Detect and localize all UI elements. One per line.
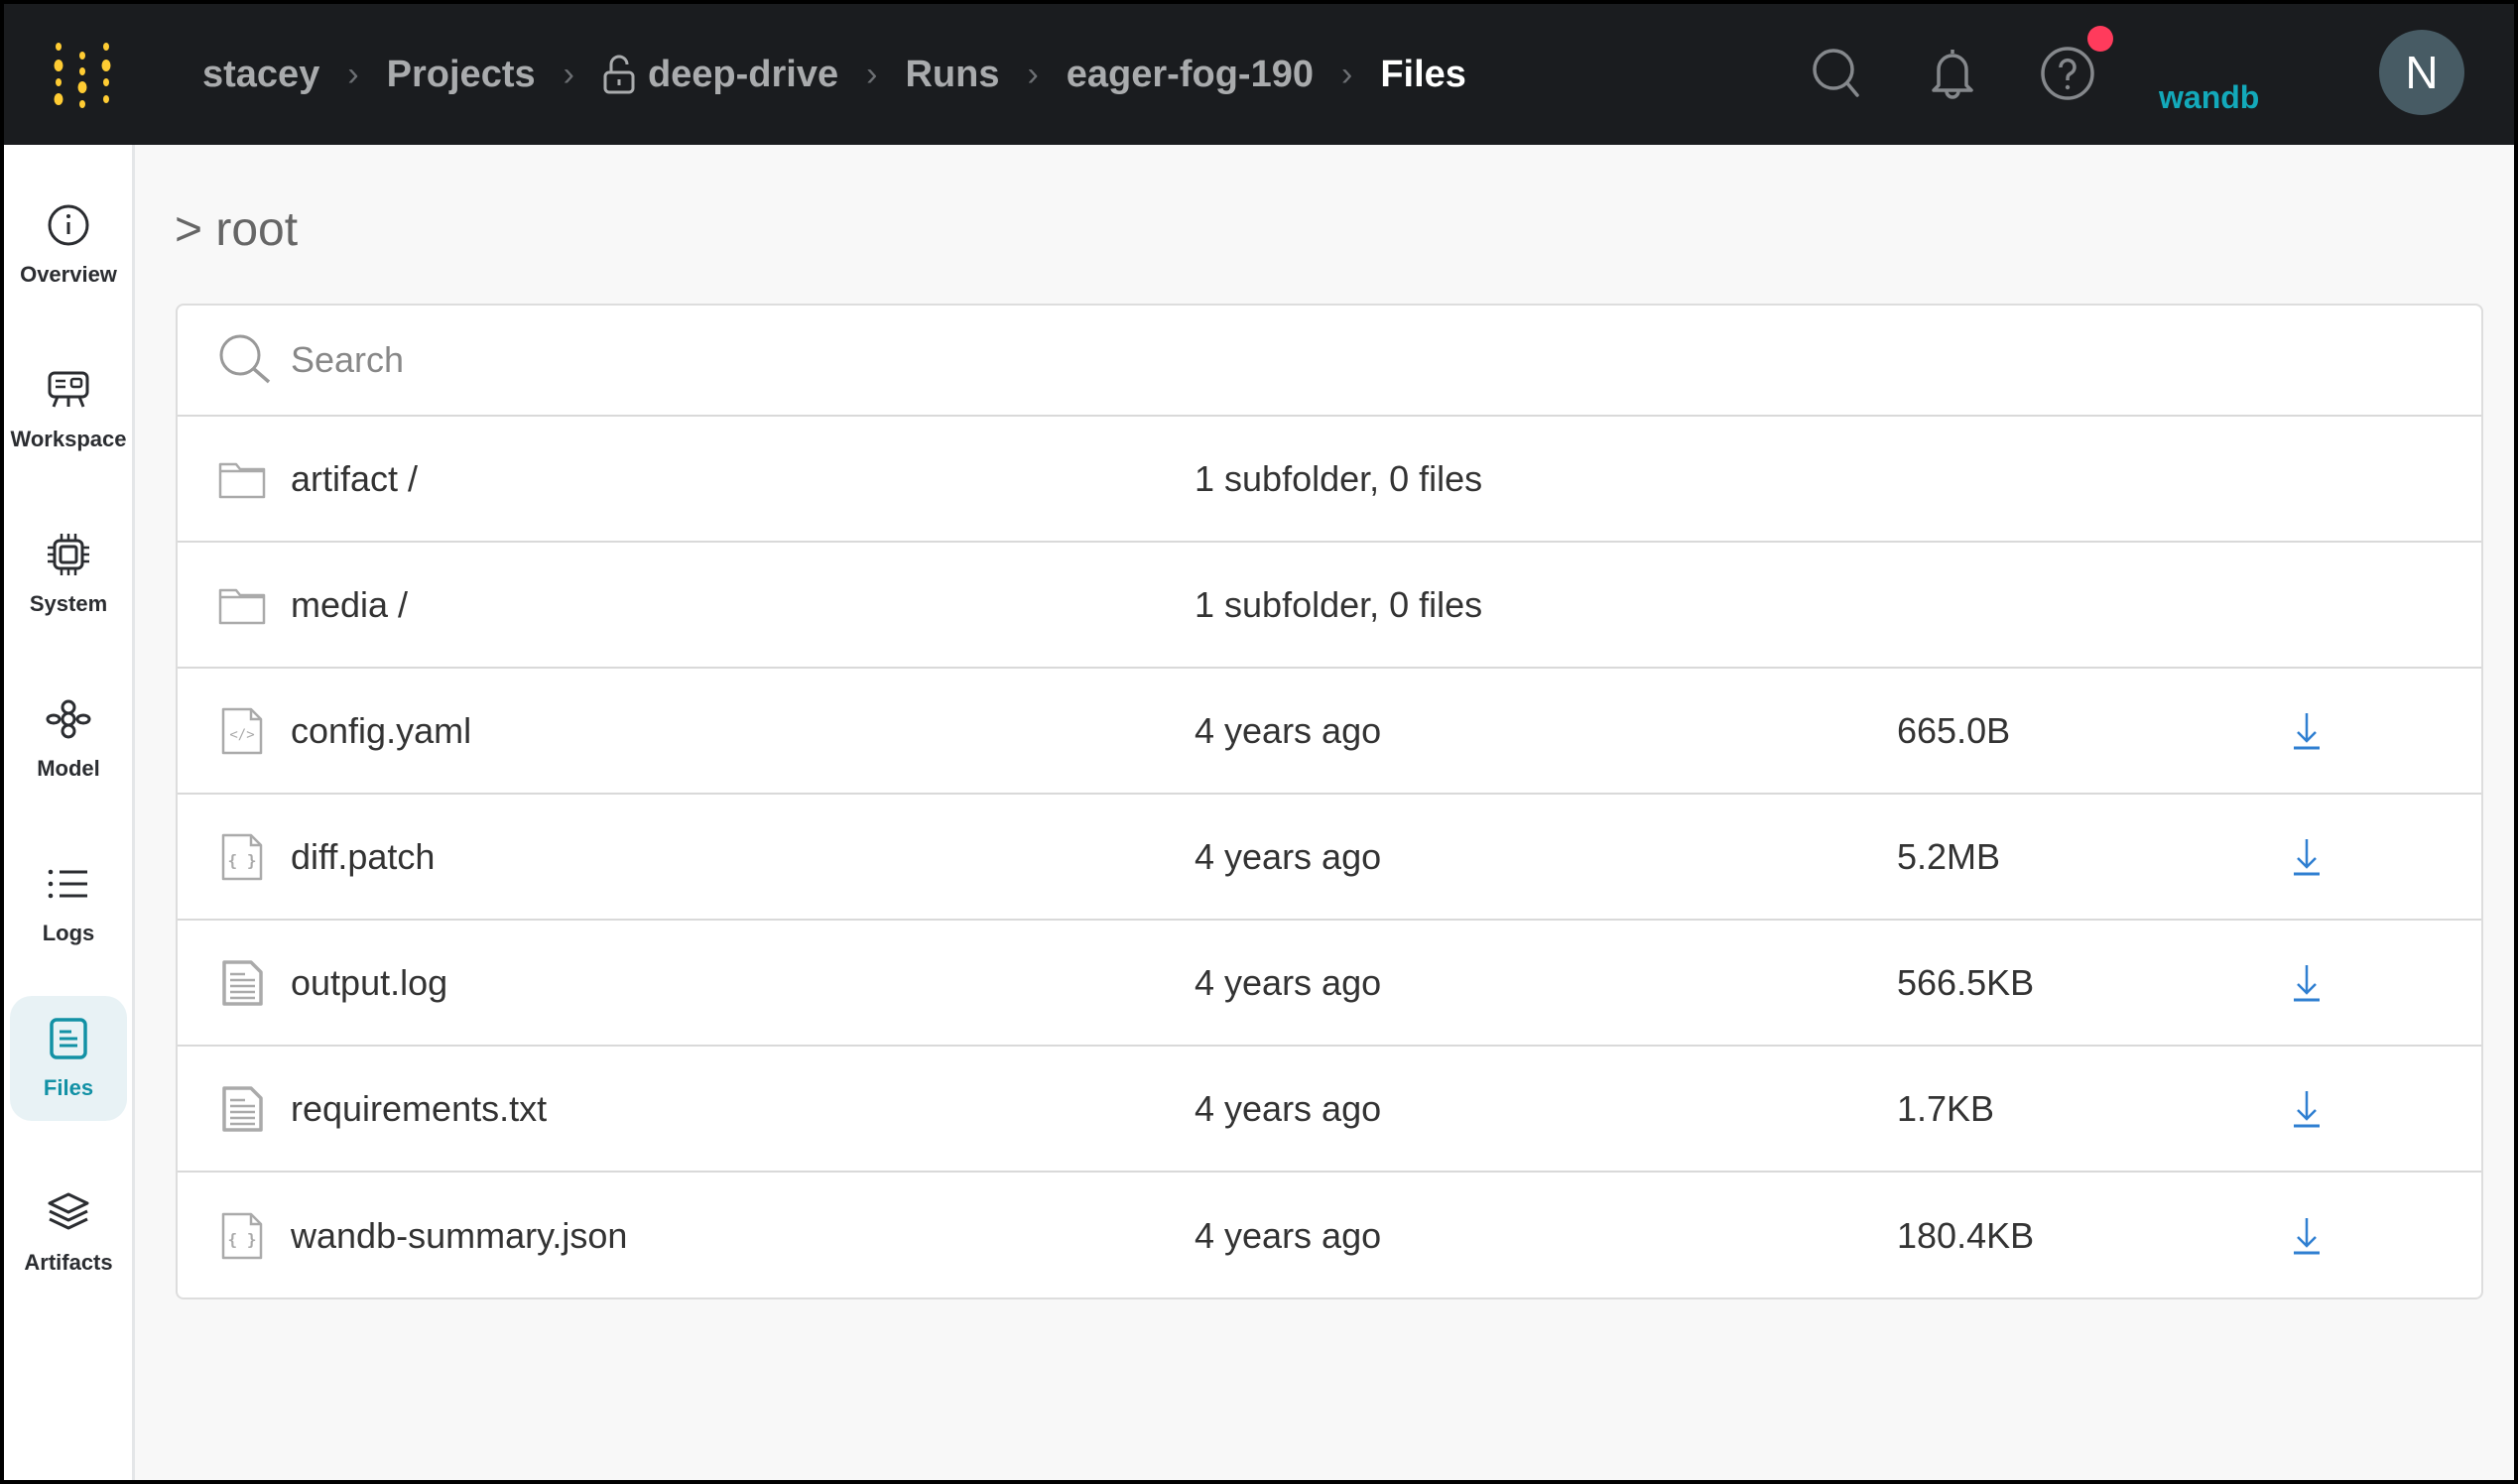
file-info: 1 subfolder, 0 files [1195, 583, 1483, 625]
search-icon[interactable] [1808, 44, 1867, 103]
search-row [178, 306, 2481, 417]
text-file-icon [222, 959, 263, 1006]
file-row[interactable]: { } diff.patch 4 years ago 5.2MB [178, 795, 2481, 921]
download-icon[interactable] [2289, 963, 2325, 1003]
workspace-icon [48, 371, 89, 408]
bell-icon[interactable] [1923, 44, 1982, 103]
file-info: 4 years ago [1195, 1214, 1382, 1256]
unlock-icon [603, 55, 635, 94]
folder-row[interactable]: media / 1 subfolder, 0 files [178, 543, 2481, 669]
file-name[interactable]: media / [291, 583, 409, 625]
sidebar-item-label: Files [43, 1075, 94, 1100]
app-window: stacey › Projects › deep-drive › Runs › … [4, 4, 2514, 1480]
code-file-icon: </> [221, 707, 263, 754]
sidebar-item-label: Logs [42, 921, 95, 945]
sidebar-item-label: System [29, 591, 108, 616]
download-icon[interactable] [2289, 1216, 2325, 1256]
file-name[interactable]: wandb-summary.json [291, 1214, 628, 1256]
avatar[interactable]: N [2379, 30, 2464, 115]
file-table: artifact / 1 subfolder, 0 files media / … [176, 304, 2483, 1299]
folder-icon [218, 462, 266, 498]
file-size: 5.2MB [1897, 835, 2001, 877]
file-info: 1 subfolder, 0 files [1195, 457, 1483, 499]
folder-row[interactable]: artifact / 1 subfolder, 0 files [178, 417, 2481, 543]
breadcrumb-project[interactable]: deep-drive [647, 53, 839, 95]
file-row[interactable]: output.log 4 years ago 566.5KB [178, 921, 2481, 1047]
sidebar-item-label: Workspace [10, 427, 127, 451]
breadcrumb-run[interactable]: eager-fog-190 [1066, 53, 1314, 95]
entity-label[interactable]: wandb [2159, 79, 2260, 115]
file-name[interactable]: output.log [291, 961, 448, 1003]
sidebar-item-label: Model [37, 756, 100, 781]
model-graph-icon [46, 699, 91, 739]
json-file-icon: { } [221, 1212, 263, 1259]
download-icon[interactable] [2289, 1089, 2325, 1129]
help-icon[interactable] [2038, 44, 2097, 103]
file-size: 665.0B [1897, 709, 2011, 751]
svg-text:{ }: { } [228, 1230, 257, 1249]
chip-icon [48, 534, 89, 575]
notification-dot [2087, 26, 2113, 52]
sidebar-item-overview[interactable]: Overview [10, 183, 127, 308]
file-size: 1.7KB [1897, 1087, 1995, 1129]
file-name[interactable]: diff.patch [291, 835, 436, 877]
file-info: 4 years ago [1195, 709, 1382, 751]
breadcrumb-runs[interactable]: Runs [905, 53, 1000, 95]
file-info: 4 years ago [1195, 1087, 1382, 1129]
file-name[interactable]: requirements.txt [291, 1087, 548, 1129]
sidebar-item-label: Artifacts [24, 1250, 113, 1275]
search-icon [219, 334, 271, 384]
text-file-icon [222, 1085, 263, 1132]
sidebar-item-logs[interactable]: Logs [10, 841, 127, 966]
svg-text:{ }: { } [228, 851, 257, 870]
chevron-right-icon: › [347, 55, 359, 93]
folder-icon [218, 588, 266, 624]
file-row[interactable]: { } wandb-summary.json 4 years ago 180.4K… [178, 1173, 2481, 1298]
sidebar-item-artifacts[interactable]: Artifacts [10, 1171, 127, 1296]
breadcrumb: stacey › Projects › deep-drive › Runs › … [202, 4, 1466, 145]
sidebar: Overview Workspace System Model Logs Fil… [4, 145, 135, 1480]
download-icon[interactable] [2289, 837, 2325, 877]
file-size: 566.5KB [1897, 961, 2035, 1003]
top-nav: stacey › Projects › deep-drive › Runs › … [4, 4, 2514, 145]
breadcrumb-current: Files [1380, 53, 1466, 95]
breadcrumb-projects[interactable]: Projects [386, 53, 536, 95]
layers-icon [48, 1192, 89, 1230]
file-row[interactable]: </> config.yaml 4 years ago 665.0B [178, 669, 2481, 795]
file-info: 4 years ago [1195, 961, 1382, 1003]
chevron-right-icon: › [563, 55, 574, 93]
file-row[interactable]: requirements.txt 4 years ago 1.7KB [178, 1047, 2481, 1173]
sidebar-item-files[interactable]: Files [10, 996, 127, 1121]
chevron-right-icon: › [1027, 55, 1039, 93]
download-icon[interactable] [2289, 711, 2325, 751]
search-input[interactable] [291, 339, 2077, 381]
sidebar-item-system[interactable]: System [10, 512, 127, 637]
sidebar-item-workspace[interactable]: Workspace [10, 347, 127, 472]
file-info: 4 years ago [1195, 835, 1382, 877]
wandb-logo-icon[interactable] [48, 40, 117, 109]
breadcrumb-user[interactable]: stacey [202, 53, 320, 95]
file-name[interactable]: artifact / [291, 457, 419, 499]
list-icon [48, 869, 87, 899]
sidebar-item-model[interactable]: Model [10, 677, 127, 802]
json-file-icon: { } [221, 833, 263, 880]
file-icon [50, 1018, 87, 1059]
chevron-right-icon: › [866, 55, 878, 93]
file-name[interactable]: config.yaml [291, 709, 472, 751]
info-icon [48, 204, 89, 246]
svg-text:</>: </> [229, 727, 254, 743]
chevron-right-icon: › [1340, 55, 1353, 93]
file-size: 180.4KB [1897, 1214, 2035, 1256]
folder-path[interactable]: > root [175, 203, 299, 256]
sidebar-item-label: Overview [20, 262, 117, 287]
